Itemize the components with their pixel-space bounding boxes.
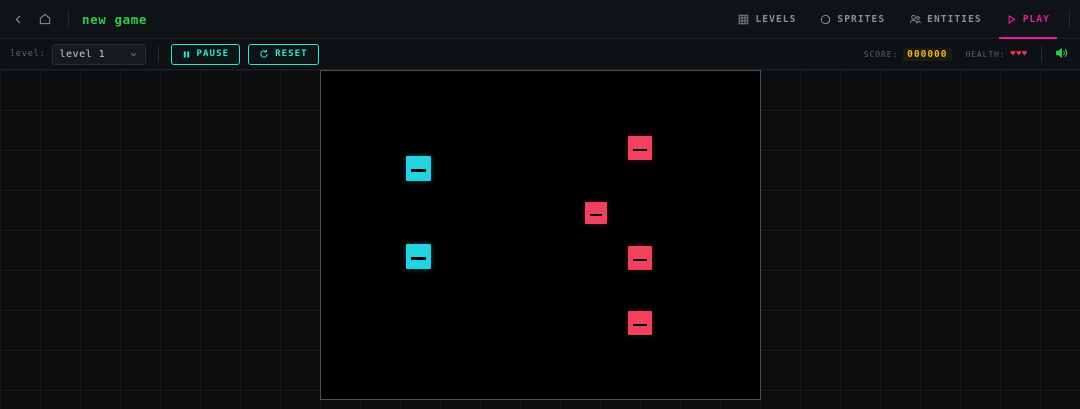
enemy-sprite-2[interactable] bbox=[585, 202, 607, 224]
heart-icon: ♥ bbox=[1022, 49, 1027, 58]
circle-icon bbox=[820, 14, 831, 25]
game-stage[interactable] bbox=[0, 70, 1080, 409]
score-value: 000000 bbox=[903, 47, 952, 61]
enemy-sprite-4[interactable] bbox=[628, 311, 652, 335]
pause-icon bbox=[182, 50, 191, 59]
enemy-sprite-3[interactable] bbox=[628, 246, 652, 270]
chevron-left-icon bbox=[13, 14, 24, 25]
top-bar: new game LEVELS bbox=[0, 0, 1080, 39]
health-hearts: ♥ ♥ ♥ bbox=[1011, 50, 1027, 58]
project-title: new game bbox=[82, 11, 148, 27]
player-sprite-1[interactable] bbox=[406, 156, 431, 181]
top-nav: LEVELS SPRITES bbox=[727, 0, 1061, 39]
heart-icon: ♥ bbox=[1016, 49, 1022, 58]
speaker-on-icon bbox=[1054, 45, 1068, 64]
pause-button-label: PAUSE bbox=[196, 49, 230, 59]
top-bar-left: new game bbox=[8, 9, 147, 29]
refresh-icon bbox=[259, 49, 269, 59]
tab-play[interactable]: PLAY bbox=[995, 0, 1061, 39]
enemy-sprite-1[interactable] bbox=[628, 136, 652, 160]
tab-sprites[interactable]: SPRITES bbox=[809, 0, 896, 39]
score-display: SCORE: 000000 bbox=[863, 47, 952, 61]
game-canvas[interactable] bbox=[320, 70, 761, 400]
top-bar-divider bbox=[68, 10, 69, 28]
sprite-mouth bbox=[633, 258, 647, 261]
tab-levels-label: LEVELS bbox=[755, 13, 797, 25]
grid-icon bbox=[738, 14, 749, 25]
pause-button[interactable]: PAUSE bbox=[170, 43, 241, 65]
heart-icon: ♥ bbox=[1010, 49, 1016, 58]
game-toolbar: level: level 1 PAUSE bbox=[0, 39, 1080, 70]
level-select-value: level 1 bbox=[59, 48, 106, 60]
top-bar-end-divider bbox=[1069, 10, 1070, 28]
player-sprite-2[interactable] bbox=[406, 244, 431, 269]
reset-button[interactable]: RESET bbox=[248, 43, 319, 65]
toolbar-separator bbox=[157, 46, 159, 62]
sound-toggle-button[interactable] bbox=[1052, 45, 1070, 63]
tab-levels[interactable]: LEVELS bbox=[727, 0, 807, 39]
score-label: SCORE: bbox=[863, 49, 899, 59]
level-select[interactable]: level 1 bbox=[51, 43, 146, 65]
tab-entities[interactable]: ENTITIES bbox=[898, 0, 993, 39]
tab-sprites-label: SPRITES bbox=[837, 13, 886, 25]
sprite-mouth bbox=[411, 169, 426, 172]
back-button[interactable] bbox=[8, 9, 28, 29]
health-label: HEALTH: bbox=[965, 49, 1006, 59]
health-display: HEALTH: ♥ ♥ ♥ bbox=[966, 50, 1028, 59]
home-icon bbox=[38, 12, 52, 26]
tab-entities-label: ENTITIES bbox=[927, 13, 982, 25]
play-icon bbox=[1006, 14, 1017, 25]
sprite-mouth bbox=[633, 148, 647, 151]
sprite-mouth bbox=[411, 257, 426, 260]
sprite-mouth bbox=[589, 213, 603, 216]
sprite-mouth bbox=[633, 323, 647, 326]
users-icon bbox=[909, 14, 921, 25]
home-button[interactable] bbox=[35, 9, 55, 29]
chevron-down-icon bbox=[129, 50, 138, 59]
tab-play-label: PLAY bbox=[1022, 13, 1050, 25]
sound-separator bbox=[1041, 46, 1042, 62]
level-select-label: level: bbox=[10, 49, 46, 59]
reset-button-label: RESET bbox=[275, 49, 308, 59]
